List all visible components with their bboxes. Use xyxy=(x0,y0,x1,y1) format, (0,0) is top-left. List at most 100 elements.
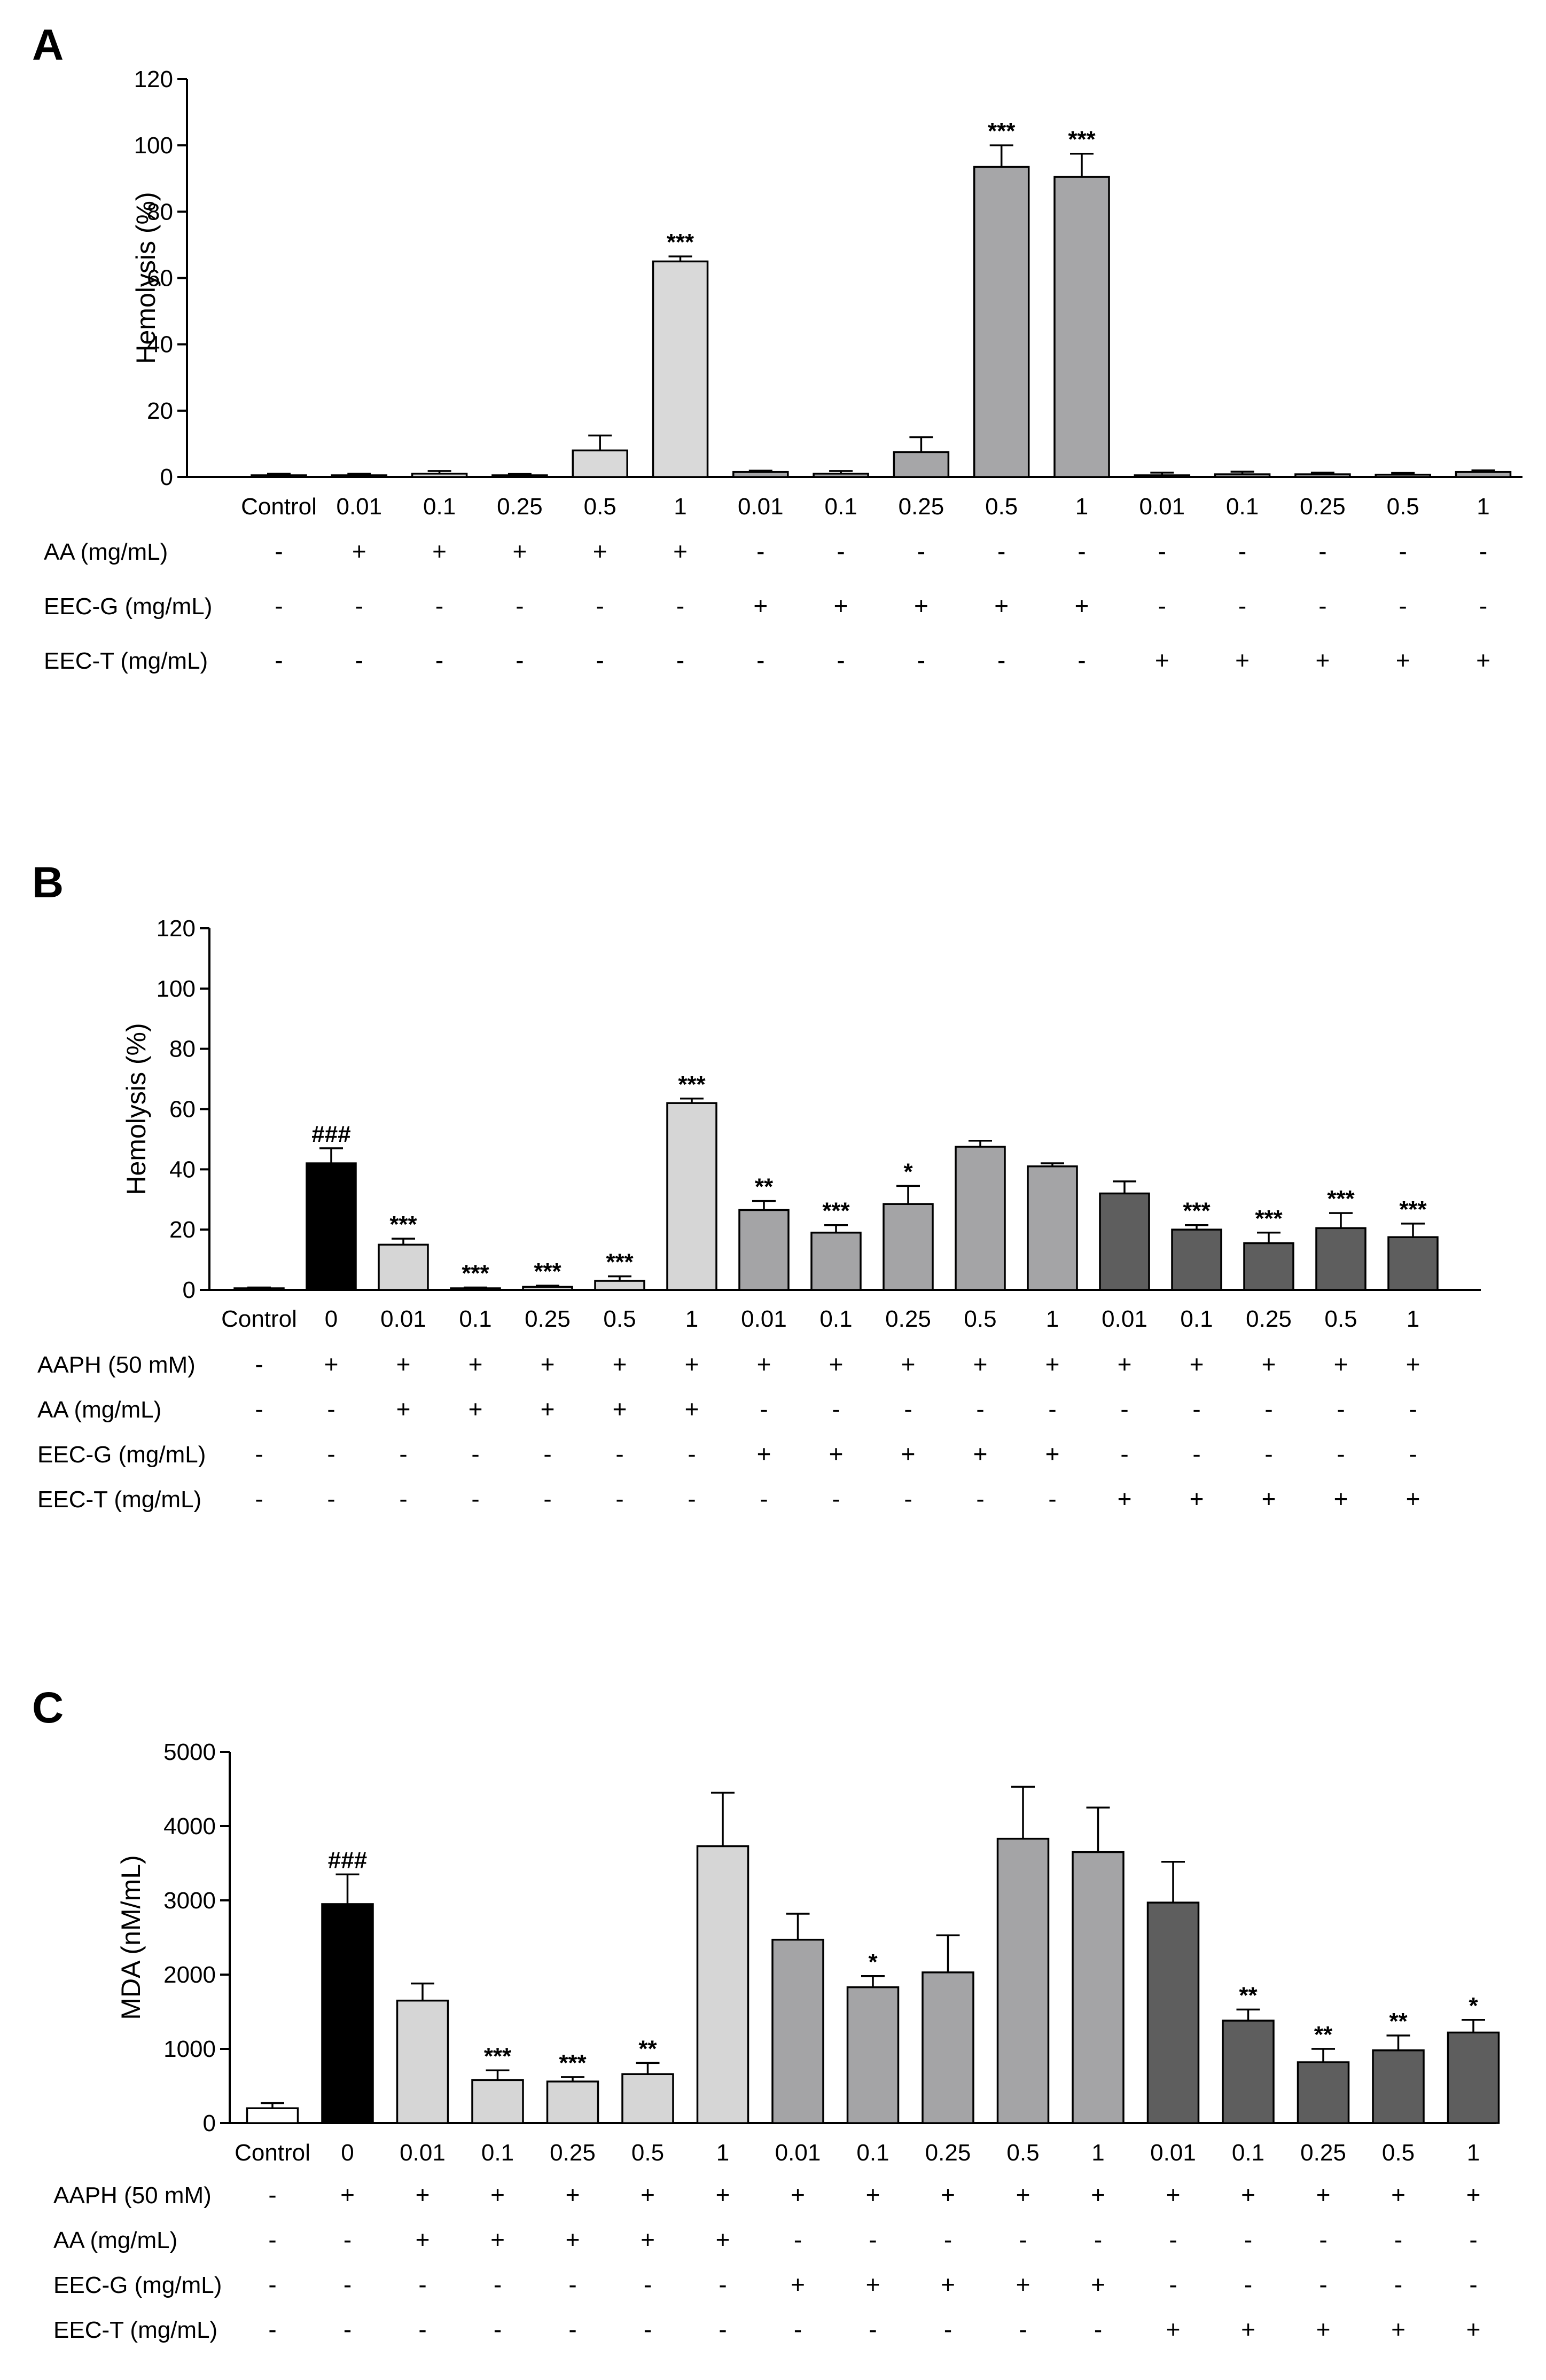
bar xyxy=(1146,1901,1200,2124)
condition-sign: + xyxy=(1315,646,1330,674)
condition-sign: - xyxy=(869,2315,877,2343)
condition-row-label: AA (mg/mL) xyxy=(53,2227,177,2253)
bar xyxy=(1053,176,1110,478)
condition-sign: - xyxy=(494,2271,502,2298)
condition-sign: + xyxy=(1118,1485,1132,1513)
condition-sign: - xyxy=(568,2271,576,2298)
condition-row-label: AA (mg/mL) xyxy=(37,1397,161,1423)
condition-sign: + xyxy=(1241,2315,1255,2343)
condition-sign: + xyxy=(1166,2181,1181,2209)
x-tick-label: 0.5 xyxy=(631,2140,664,2166)
panel-letter-B: B xyxy=(32,858,64,907)
x-tick-label: 1 xyxy=(674,494,686,520)
x-tick-label: 0.25 xyxy=(1300,494,1346,520)
x-tick-label: 1 xyxy=(685,1306,698,1332)
x-tick-label: 0.25 xyxy=(899,494,944,520)
significance-label: *** xyxy=(822,1198,850,1224)
panel-A: A 0 20 40 60 80 100 120 Hemolysis (%) Control 0.01… xyxy=(32,21,1522,674)
condition-sign: - xyxy=(255,1395,263,1423)
x-tick-label: 0.1 xyxy=(423,494,456,520)
bar xyxy=(1099,1192,1150,1291)
y-tick-label: 2000 xyxy=(163,1962,216,1988)
condition-sign: - xyxy=(676,646,684,674)
condition-sign: - xyxy=(1192,1440,1200,1468)
y-tick-label: 100 xyxy=(157,976,196,1002)
bar xyxy=(1134,474,1191,478)
condition-sign: - xyxy=(268,2226,276,2253)
condition-sign: + xyxy=(490,2181,505,2209)
x-tick-label: 0.01 xyxy=(775,2140,821,2166)
x-tick-label: 0.5 xyxy=(964,1306,996,1332)
condition-sign: - xyxy=(904,1485,912,1513)
x-tick-label: 0.5 xyxy=(1324,1306,1357,1332)
condition-sign: - xyxy=(327,1395,335,1423)
condition-sign: - xyxy=(268,2181,276,2209)
x-tick-label: 0.5 xyxy=(1387,494,1419,520)
condition-sign: - xyxy=(275,537,283,565)
condition-sign: + xyxy=(1334,1485,1348,1513)
condition-sign: - xyxy=(1169,2226,1177,2253)
condition-sign: - xyxy=(1244,2226,1252,2253)
condition-sign: - xyxy=(1337,1440,1345,1468)
x-tick-label: 0.25 xyxy=(885,1306,931,1332)
x-tick-label: Control xyxy=(241,494,317,520)
condition-sign: - xyxy=(1264,1440,1272,1468)
condition-sign: - xyxy=(1479,537,1487,565)
condition-sign: - xyxy=(1469,2271,1477,2298)
condition-sign: + xyxy=(1190,1485,1204,1513)
condition-sign: + xyxy=(1316,2181,1331,2209)
bar xyxy=(411,473,468,478)
bar xyxy=(732,471,789,478)
bar xyxy=(1294,473,1351,478)
condition-sign: - xyxy=(688,1485,696,1513)
condition-sign: + xyxy=(753,592,768,620)
condition-sign: - xyxy=(275,646,283,674)
condition-sign: - xyxy=(917,537,925,565)
x-tick-label: Control xyxy=(235,2140,310,2166)
condition-sign: - xyxy=(1319,2271,1327,2298)
condition-sign: - xyxy=(1158,592,1166,620)
condition-sign: - xyxy=(1409,1440,1417,1468)
condition-sign: - xyxy=(255,1485,263,1513)
condition-sign: + xyxy=(1391,2181,1406,2209)
bar xyxy=(1372,2049,1425,2124)
condition-sign: - xyxy=(719,2315,727,2343)
bar xyxy=(621,2073,674,2124)
significance-label: *** xyxy=(1255,1205,1283,1232)
significance-label: * xyxy=(903,1158,913,1185)
y-tick-label: 20 xyxy=(147,398,173,424)
bar xyxy=(1222,2019,1275,2124)
bar xyxy=(771,1938,824,2124)
condition-sign: + xyxy=(901,1350,916,1378)
condition-row-label: AA (mg/mL) xyxy=(44,539,168,565)
condition-sign: + xyxy=(1118,1350,1132,1378)
condition-sign: + xyxy=(1235,646,1250,674)
condition-sign: + xyxy=(416,2181,430,2209)
bar xyxy=(810,1232,862,1291)
x-tick-label: 0.1 xyxy=(1180,1306,1213,1332)
condition-sign: - xyxy=(837,537,845,565)
x-tick-label: 0.1 xyxy=(1232,2140,1264,2166)
condition-sign: + xyxy=(673,537,688,565)
condition-sign: + xyxy=(1334,1350,1348,1378)
condition-sign: + xyxy=(1190,1350,1204,1378)
bar xyxy=(652,260,709,478)
condition-sign: - xyxy=(1337,1395,1345,1423)
condition-sign: - xyxy=(1399,537,1407,565)
bar xyxy=(1455,471,1512,478)
bar xyxy=(1375,473,1431,478)
bar xyxy=(1072,1851,1125,2124)
condition-sign: - xyxy=(756,646,764,674)
condition-sign: - xyxy=(944,2226,952,2253)
significance-label: *** xyxy=(534,1258,561,1285)
condition-sign: + xyxy=(757,1440,771,1468)
condition-sign: - xyxy=(1264,1395,1272,1423)
condition-sign: - xyxy=(596,646,604,674)
significance-label: ** xyxy=(638,2035,657,2062)
y-axis-label: MDA (nM/mL) xyxy=(116,1855,146,2019)
bar xyxy=(471,2079,524,2124)
condition-sign: + xyxy=(866,2271,880,2298)
condition-sign: - xyxy=(399,1485,407,1513)
significance-label: *** xyxy=(462,1260,489,1286)
condition-sign: + xyxy=(1045,1440,1060,1468)
